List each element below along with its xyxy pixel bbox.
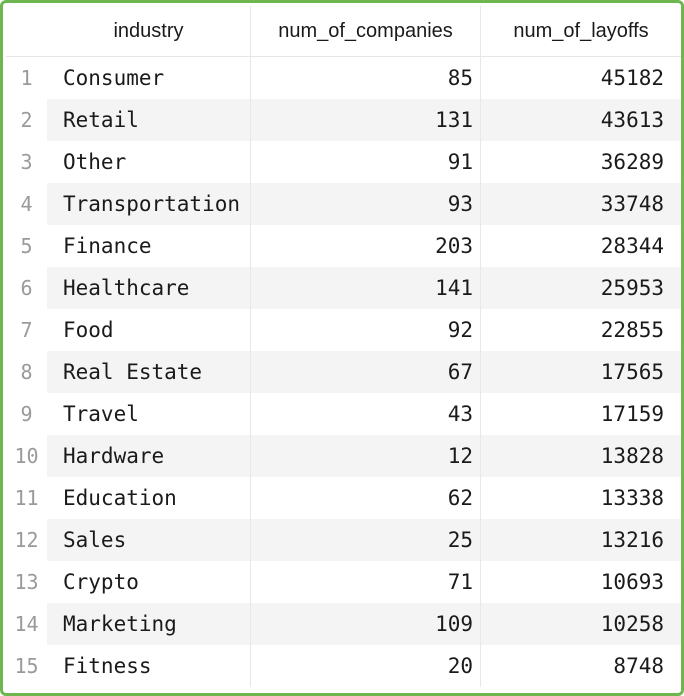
row-index: 14 (6, 603, 47, 645)
row-index: 7 (20, 318, 33, 342)
table-row[interactable]: 6 Healthcare 141 25953 (6, 267, 681, 309)
column-header-num-of-companies[interactable]: num_of_companies (251, 6, 481, 56)
num-of-companies-cell: 25 (251, 519, 481, 561)
table-body: 1 Consumer 85 45182 2 Retail 131 43613 3 Other 91 3… (6, 57, 681, 687)
row-index: 11 (14, 486, 39, 510)
table-row[interactable]: 13 Crypto 71 10693 (6, 561, 681, 603)
table-row[interactable]: 14 Marketing 109 10258 (6, 603, 681, 645)
num-of-companies-cell: 92 (251, 309, 481, 351)
row-index: 6 (6, 267, 47, 309)
industry-cell: Other (47, 141, 251, 183)
industry-cell: Education (47, 477, 251, 519)
num-of-layoffs-cell: 13828 (481, 435, 681, 477)
industry-cell: Transportation (47, 183, 251, 225)
num-of-layoffs-cell: 22855 (600, 318, 664, 342)
table-row[interactable]: 3 Other 91 36289 (6, 141, 681, 183)
column-header-num-of-layoffs[interactable]: num_of_layoffs (513, 19, 649, 42)
row-index: 10 (6, 435, 47, 477)
row-index: 1 (20, 66, 33, 90)
row-index: 15 (14, 654, 39, 678)
industry-cell: Food (47, 309, 251, 351)
industry-cell: Real Estate (47, 351, 251, 393)
table-row[interactable]: 4 Transportation 93 33748 (6, 183, 681, 225)
industry-cell: Finance (47, 225, 251, 267)
table-row[interactable]: 12 Sales 25 13216 (6, 519, 681, 561)
num-of-companies-cell: 203 (251, 225, 481, 267)
table-row[interactable]: 5 Finance 203 28344 (6, 225, 681, 267)
industry-cell: Hardware (47, 435, 251, 477)
num-of-companies-cell: 91 (251, 141, 481, 183)
num-of-companies-cell: 67 (251, 351, 481, 393)
row-index: 8 (6, 351, 47, 393)
num-of-companies-cell: 12 (251, 435, 481, 477)
num-of-companies-cell: 93 (251, 183, 481, 225)
num-of-layoffs-cell: 10693 (600, 570, 664, 594)
num-of-companies-cell: 85 (251, 57, 481, 99)
industry-cell: Marketing (47, 603, 251, 645)
industry-cell: Retail (47, 99, 251, 141)
num-of-companies-cell: 43 (251, 393, 481, 435)
num-of-layoffs-cell: 8748 (613, 654, 664, 678)
industry-cell: Consumer (47, 57, 251, 99)
num-of-layoffs-cell: 17159 (600, 402, 664, 426)
num-of-companies-cell: 71 (251, 561, 481, 603)
table-row[interactable]: 9 Travel 43 17159 (6, 393, 681, 435)
table-row[interactable]: 11 Education 62 13338 (6, 477, 681, 519)
num-of-companies-cell: 141 (251, 267, 481, 309)
row-index: 13 (14, 570, 39, 594)
industry-cell: Fitness (47, 645, 251, 687)
row-index: 9 (20, 402, 33, 426)
row-index: 4 (6, 183, 47, 225)
results-table: industry num_of_companies num_of_layoffs… (6, 6, 681, 687)
num-of-layoffs-cell: 25953 (481, 267, 681, 309)
num-of-layoffs-cell: 17565 (481, 351, 681, 393)
num-of-companies-cell: 62 (251, 477, 481, 519)
table-row[interactable]: 1 Consumer 85 45182 (6, 57, 681, 99)
table-row[interactable]: 8 Real Estate 67 17565 (6, 351, 681, 393)
table-row[interactable]: 15 Fitness 20 8748 (6, 645, 681, 687)
num-of-layoffs-cell: 13338 (600, 486, 664, 510)
table-row[interactable]: 7 Food 92 22855 (6, 309, 681, 351)
index-header (6, 6, 47, 56)
num-of-layoffs-cell: 33748 (481, 183, 681, 225)
industry-cell: Travel (47, 393, 251, 435)
row-index: 5 (20, 234, 33, 258)
num-of-layoffs-cell: 10258 (481, 603, 681, 645)
column-header-industry[interactable]: industry (47, 6, 251, 56)
industry-cell: Crypto (47, 561, 251, 603)
num-of-layoffs-cell: 13216 (481, 519, 681, 561)
industry-cell: Healthcare (47, 267, 251, 309)
num-of-layoffs-cell: 43613 (481, 99, 681, 141)
num-of-companies-cell: 131 (251, 99, 481, 141)
row-index: 3 (20, 150, 33, 174)
table-row[interactable]: 10 Hardware 12 13828 (6, 435, 681, 477)
table-row[interactable]: 2 Retail 131 43613 (6, 99, 681, 141)
num-of-layoffs-cell: 28344 (600, 234, 664, 258)
industry-cell: Sales (47, 519, 251, 561)
num-of-companies-cell: 20 (251, 645, 481, 687)
row-index: 2 (6, 99, 47, 141)
table-header: industry num_of_companies num_of_layoffs (6, 6, 681, 57)
row-index: 12 (6, 519, 47, 561)
num-of-companies-cell: 109 (251, 603, 481, 645)
num-of-layoffs-cell: 45182 (600, 66, 664, 90)
num-of-layoffs-cell: 36289 (600, 150, 664, 174)
